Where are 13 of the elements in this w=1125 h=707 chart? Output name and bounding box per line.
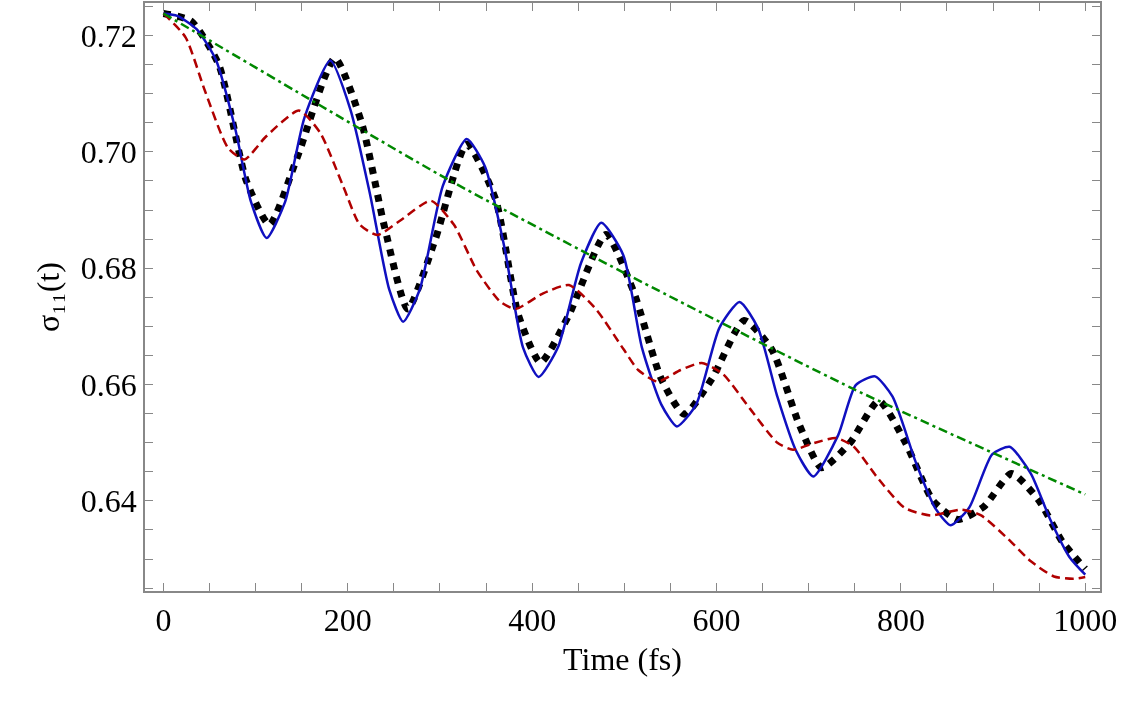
x-tick-label: 1000 — [1053, 602, 1118, 639]
x-tick-label: 200 — [323, 602, 372, 639]
x-tick-label: 400 — [508, 602, 557, 639]
y-tick-label: 0.68 — [80, 250, 137, 287]
y-tick-label: 0.70 — [80, 134, 137, 171]
x-tick-label: 800 — [876, 602, 925, 639]
x-axis-title: Time (fs) — [563, 640, 682, 677]
y-tick-label: 0.66 — [80, 366, 137, 403]
y-axis-title: σ₁₁(t) — [29, 262, 66, 332]
x-tick-label: 0 — [155, 602, 172, 639]
x-tick-label: 600 — [692, 602, 741, 639]
y-tick-label: 0.64 — [80, 483, 137, 520]
y-tick-label: 0.72 — [80, 17, 137, 54]
